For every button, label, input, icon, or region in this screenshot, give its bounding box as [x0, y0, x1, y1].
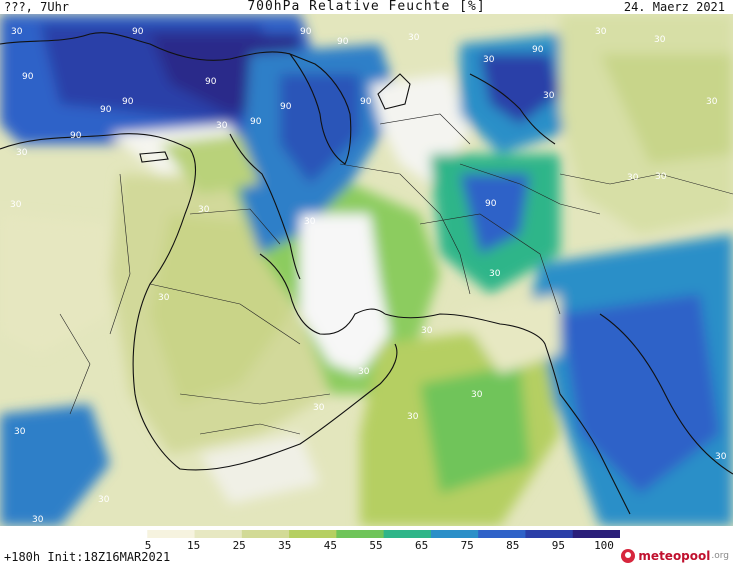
contour-label-90: 90	[100, 105, 112, 115]
humidity-field	[0, 14, 733, 526]
forecast-time-label: ???, 7Uhr	[4, 0, 70, 14]
contour-label-30: 30	[483, 55, 495, 65]
color-scale-tick-label: 95	[551, 539, 566, 552]
contour-label-30: 30	[304, 217, 316, 227]
contour-label-30: 30	[14, 427, 26, 437]
color-scale-tick-label: 100	[594, 539, 614, 552]
color-scale-tick-label: 35	[278, 539, 292, 552]
color-scale-tick-label: 45	[323, 539, 338, 552]
color-scale-segment	[100, 530, 148, 538]
brand-icon	[621, 549, 636, 563]
contour-label-30: 30	[16, 148, 28, 158]
contour-label-90: 90	[532, 45, 544, 55]
map-title: 700hPa Relative Feuchte [%]	[247, 0, 486, 14]
contour-label-30: 30	[98, 495, 110, 505]
color-scale-tick-label: 25	[232, 539, 246, 552]
contour-label-30: 30	[358, 367, 370, 377]
color-scale-bar	[100, 530, 620, 538]
color-scale-segment	[478, 530, 526, 538]
contour-label-30: 30	[198, 205, 210, 215]
brand-name: meteopool	[638, 549, 711, 563]
contour-label-90: 90	[70, 131, 82, 141]
map-canvas: 90 90 90 90 90 90 90 90 90 90 90 90 90 3…	[0, 14, 733, 526]
contour-label-90: 90	[300, 27, 312, 37]
init-time-label: +180h Init:18Z16MAR2021	[4, 550, 171, 564]
contour-label-30: 30	[595, 27, 607, 37]
brand-logo: meteopool .org	[621, 548, 729, 564]
contour-label-30: 30	[706, 97, 718, 107]
color-scale-segment	[430, 530, 479, 538]
color-scale-segment	[241, 530, 290, 538]
contour-label-30: 30	[313, 403, 325, 413]
color-scale-tick-label: 75	[460, 539, 474, 552]
contour-label-90: 90	[205, 77, 217, 87]
contour-label-30: 30	[715, 452, 727, 462]
color-scale-segment	[383, 530, 432, 538]
color-scale-segment	[525, 530, 574, 538]
color-scale-tick-label: 15	[186, 539, 201, 552]
forecast-date: 24. Maerz 2021	[623, 0, 725, 14]
contour-label-30: 30	[408, 33, 420, 43]
color-scale-segment	[572, 530, 620, 538]
contour-label-30: 30	[32, 515, 44, 525]
contour-label-30: 30	[654, 35, 666, 45]
header: ???, 7Uhr 700hPa Relative Feuchte [%] 24…	[0, 0, 733, 18]
contour-label-30: 30	[655, 172, 667, 182]
color-scale-segment	[194, 530, 243, 538]
contour-label-90: 90	[360, 97, 372, 107]
contour-label-90: 90	[132, 27, 144, 37]
brand-suffix: .org	[711, 551, 729, 561]
color-scale-tick-label: 65	[414, 539, 429, 552]
contour-label-30: 30	[543, 91, 555, 101]
contour-label-30: 30	[216, 121, 228, 131]
color-scale-tick-label: 85	[506, 539, 520, 552]
contour-label-30: 30	[10, 200, 22, 210]
contour-label-90: 90	[250, 117, 262, 127]
color-scale-tick-label: 55	[369, 539, 383, 552]
contour-label-30: 30	[407, 412, 419, 422]
contour-label-30: 30	[489, 269, 501, 279]
color-scale-segment	[289, 530, 337, 538]
color-scale-segment	[336, 530, 385, 538]
contour-label-90: 90	[485, 199, 497, 209]
contour-label-90: 90	[337, 37, 349, 47]
contour-labels: 90 90 90 90 90 90 90 90 90 90 90 90 90 3…	[10, 27, 727, 525]
contour-label-30: 30	[11, 27, 23, 37]
contour-label-30: 30	[421, 326, 433, 336]
contour-label-90: 90	[22, 72, 34, 82]
legend: 5 15 25 35 45 55 65 75 85 95 100 +180h Init:18Z16M…	[0, 526, 733, 566]
color-scale-tick-label: 5	[144, 539, 152, 552]
humidity-map: 90 90 90 90 90 90 90 90 90 90 90 90 90 3…	[0, 14, 733, 526]
coastlines	[0, 32, 733, 515]
contour-label-30: 30	[627, 173, 639, 183]
contour-label-90: 90	[280, 102, 292, 112]
borders	[59, 113, 733, 435]
color-scale-segment	[147, 530, 196, 538]
contour-label-90: 90	[122, 97, 134, 107]
contour-label-30: 30	[158, 293, 170, 303]
contour-label-30: 30	[471, 390, 483, 400]
